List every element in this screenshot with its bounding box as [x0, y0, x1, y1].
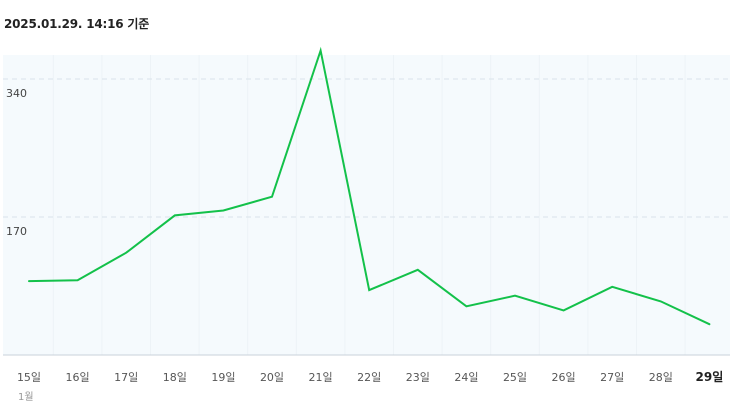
x-tick-label: 20일 — [260, 370, 284, 384]
y-tick-label: 170 — [6, 225, 27, 238]
x-tick-label: 18일 — [163, 370, 187, 384]
x-tick-label: 19일 — [211, 370, 235, 384]
x-tick-label: 21일 — [309, 370, 333, 384]
x-tick-label: 29일 — [696, 370, 724, 384]
x-tick-label: 22일 — [357, 370, 381, 384]
x-tick-label: 23일 — [406, 370, 430, 384]
x-tick-label: 17일 — [114, 370, 138, 384]
plot-background — [3, 55, 730, 355]
series-line — [28, 46, 711, 326]
x-tick-label: 26일 — [552, 370, 576, 384]
timestamp-label: 2025.01.29. 14:16 기준 — [4, 17, 150, 31]
x-tick-label: 16일 — [66, 370, 90, 384]
x-tick-label: 27일 — [600, 370, 624, 384]
x-tick-label: 15일 — [17, 370, 41, 384]
x-tick-label: 28일 — [649, 370, 673, 384]
y-tick-label: 340 — [6, 87, 27, 100]
month-label: 1월 — [18, 391, 34, 403]
x-tick-label: 25일 — [503, 370, 527, 384]
x-tick-label: 24일 — [454, 370, 478, 384]
